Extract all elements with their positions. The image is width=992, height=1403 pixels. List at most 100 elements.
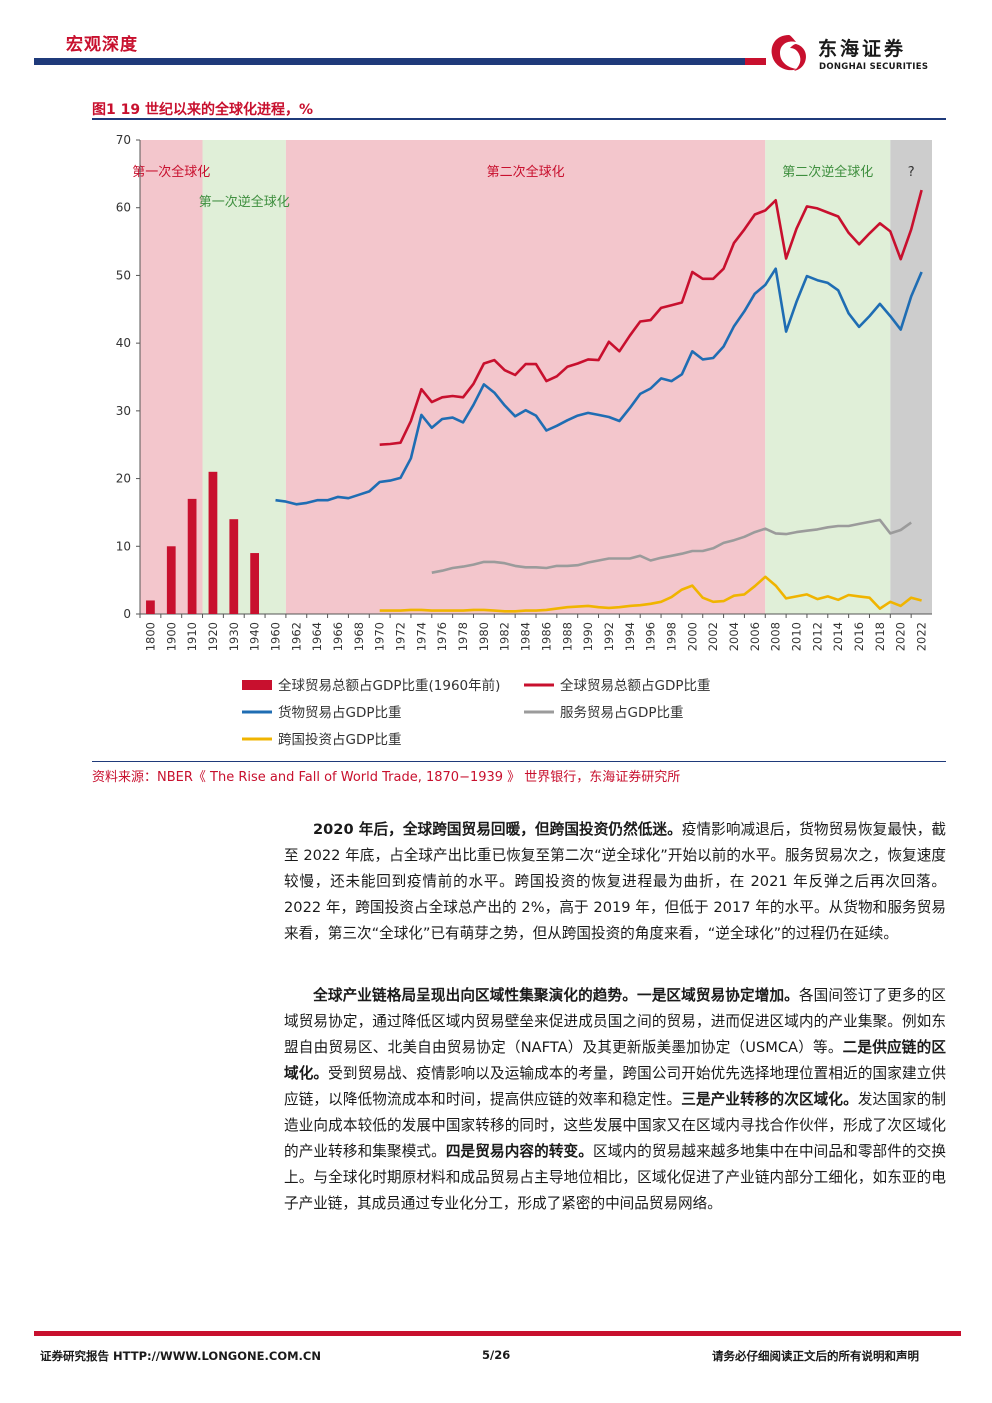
x-tick-label: 2020 — [894, 622, 908, 651]
x-tick-label: 1990 — [581, 622, 595, 651]
x-tick-label: 2002 — [706, 622, 720, 651]
y-tick-label: 60 — [116, 201, 131, 215]
x-tick-label: 1910 — [185, 622, 199, 651]
paragraph-regionalization: 全球产业链格局呈现出向区域性集聚演化的趋势。一是区域贸易协定增加。各国间签订了更… — [284, 983, 946, 1217]
paragraph-2-text-3: 发达国家的制造业向成本较低的发展中国家转移的同时，这些发展中国家又在区域内寻找合… — [284, 1091, 946, 1160]
era-band — [890, 140, 932, 614]
paragraph-2-point-3: 三是产业转移的次区域化。 — [681, 1091, 858, 1108]
y-tick-label: 50 — [116, 268, 131, 282]
footer-page-number: 5/26 — [482, 1348, 511, 1362]
x-tick-label: 2018 — [873, 622, 887, 651]
paragraph-2-text-1: 各国间签订了更多的区域贸易协定，通过降低区域内贸易壁垒来促进成员国之间的贸易，进… — [284, 987, 946, 1056]
footer-rule — [34, 1331, 961, 1336]
era-label: 第二次全球化 — [487, 164, 565, 180]
legend-label: 货物贸易占GDP比重 — [278, 704, 402, 721]
x-tick-label: 1976 — [435, 622, 449, 651]
logo-english-name: DONGHAI SECURITIES — [819, 62, 929, 72]
header-rule — [34, 58, 961, 65]
bar-mark — [250, 553, 260, 614]
chart-legend: 全球贸易总额占GDP比重(1960年前) 全球贸易总额占GDP比重货物贸易占GDP… — [242, 677, 711, 748]
y-tick-label: 10 — [116, 539, 131, 553]
figure-top-rule — [92, 118, 946, 120]
y-tick-label: 70 — [116, 133, 131, 147]
x-tick-label: 2014 — [831, 622, 845, 651]
x-tick-label: 1964 — [310, 622, 324, 651]
x-tick-label: 1940 — [248, 622, 262, 651]
x-tick-label: 1980 — [477, 622, 491, 651]
logo-chinese-name: 东海证券 — [818, 38, 907, 60]
x-tick-label: 1920 — [206, 622, 220, 651]
x-tick-label: 1966 — [331, 622, 345, 651]
paragraph-2-point-4: 四是贸易内容的转变。 — [445, 1143, 593, 1160]
x-tick-label: 2000 — [685, 622, 699, 651]
series-line — [431, 518, 912, 574]
pre-1960-bars — [146, 471, 260, 614]
series-line — [379, 575, 922, 613]
x-tick-label: 1988 — [560, 622, 574, 651]
x-tick-label: 2006 — [748, 622, 762, 651]
bar-mark — [166, 546, 176, 614]
era-bands — [140, 140, 932, 614]
x-tick-label: 2016 — [852, 622, 866, 651]
x-tick-label: 1994 — [623, 622, 637, 651]
x-tick-label: 1800 — [143, 622, 157, 651]
x-tick-label: 2004 — [727, 622, 741, 651]
x-tick-label: 1962 — [289, 622, 303, 651]
bar-mark — [187, 498, 197, 614]
figure-bottom-rule — [92, 761, 946, 762]
paragraph-2-text-4: 区域内的贸易越来越多地集中在中间品和零部件的交换上。与全球化时期原材料和成品贸易… — [284, 1143, 946, 1212]
series-lines — [275, 189, 923, 613]
x-tick-label: 1978 — [456, 622, 470, 651]
x-tick-label: 1960 — [268, 622, 282, 651]
chart-axes: 0 10 20 30 40 50 60 70 1800 1900 1910 1920 1930 1940 1… — [116, 133, 932, 651]
x-tick-label: 1968 — [352, 622, 366, 651]
x-tick-label: 1974 — [414, 622, 428, 651]
x-tick-label: 1992 — [602, 622, 616, 651]
x-tick-label: 2012 — [810, 622, 824, 651]
x-tick-label: 1984 — [519, 622, 533, 651]
bar-mark — [146, 600, 155, 614]
y-tick-label: 20 — [116, 472, 131, 486]
dragon-logo-icon — [771, 35, 806, 71]
bar-mark — [229, 519, 239, 614]
paragraph-2-lead: 全球产业链格局呈现出向区域性集聚演化的趋势。一是区域贸易协定增加。 — [313, 987, 799, 1004]
x-tick-label: 1972 — [394, 622, 408, 651]
company-logo: 东海证券 DONGHAI SECURITIES — [766, 30, 966, 78]
era-label: ? — [908, 165, 915, 180]
paragraph-1-text: 疫情影响减退后，货物贸易恢复最快，截至 2022 年底，占全球产出比重已恢复至第… — [284, 821, 946, 942]
series-line — [379, 189, 923, 446]
paragraph-1-lead: 2020 年后，全球跨国贸易回暖，但跨国投资仍然低迷。 — [313, 821, 682, 838]
section-title: 宏观深度 — [66, 35, 138, 55]
legend-label: 服务贸易占GDP比重 — [560, 705, 684, 721]
x-tick-label: 2010 — [790, 622, 804, 651]
figure-title: 图1 19 世纪以来的全球化进程，% — [92, 102, 313, 118]
legend-swatch — [242, 680, 272, 690]
legend-label: 跨国投资占GDP比重 — [278, 732, 402, 748]
legend-label: 全球贸易总额占GDP比重(1960年前) — [278, 677, 500, 694]
x-tick-label: 1998 — [664, 622, 678, 651]
series-line — [275, 267, 923, 506]
x-tick-label: 1982 — [498, 622, 512, 651]
era-label: 第二次逆全球化 — [782, 164, 873, 180]
y-tick-label: 0 — [123, 607, 131, 621]
x-tick-label: 2008 — [769, 622, 783, 651]
y-tick-label: 30 — [116, 404, 131, 418]
era-label: 第一次逆全球化 — [199, 194, 290, 210]
bar-mark — [208, 471, 218, 614]
x-tick-label: 2022 — [915, 622, 929, 651]
figure-source: 资料来源：NBER《 The Rise and Fall of World Tr… — [92, 770, 681, 785]
footer-disclaimer: 请务必仔细阅读正文后的所有说明和声明 — [712, 1349, 919, 1363]
era-band — [285, 140, 766, 614]
paragraph-2-text-2: 受到贸易战、疫情影响以及运输成本的考量，跨国公司开始优先选择地理位置相近的国家建… — [284, 1065, 946, 1108]
legend-label: 全球贸易总额占GDP比重 — [560, 677, 711, 694]
x-tick-label: 1900 — [164, 622, 178, 651]
era-label: 第一次全球化 — [132, 164, 210, 180]
x-tick-label: 1970 — [373, 622, 387, 651]
paragraph-trade-recovery: 2020 年后，全球跨国贸易回暖，但跨国投资仍然低迷。疫情影响减退后，货物贸易恢… — [284, 817, 946, 947]
footer-report-url: 证券研究报告 HTTP://WWW.LONGONE.COM.CN — [40, 1349, 321, 1363]
x-tick-label: 1986 — [539, 622, 553, 651]
x-tick-label: 1930 — [227, 622, 241, 651]
y-tick-label: 40 — [116, 336, 131, 350]
